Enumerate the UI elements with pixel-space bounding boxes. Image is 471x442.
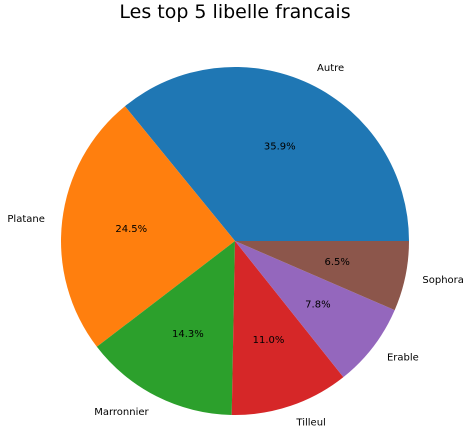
slice-pct-tilleul: 11.0% (253, 335, 285, 346)
chart-title: Les top 5 libelle francais (119, 1, 350, 23)
slice-pct-autre: 35.9% (264, 142, 296, 153)
pie-slice-tilleul (231, 241, 344, 416)
slice-label-marronnier: Marronnier (94, 407, 149, 418)
pie-slices (61, 67, 410, 416)
slice-label-platane: Platane (7, 214, 44, 225)
slice-pct-erable: 7.8% (305, 299, 330, 310)
slice-pct-platane: 24.5% (115, 224, 147, 235)
slice-label-erable: Erable (387, 352, 419, 363)
pie-slice-autre (124, 67, 410, 241)
slice-pct-sophora: 6.5% (325, 257, 350, 268)
pie-labels: Autre 35.9% Platane 24.5% Marronnier 14.3% Til… (7, 63, 464, 428)
slice-pct-marronnier: 14.3% (172, 329, 204, 340)
pie-slice-platane (61, 106, 235, 347)
slice-label-sophora: Sophora (422, 275, 464, 286)
slice-label-autre: Autre (317, 63, 344, 74)
pie-slice-marronnier (96, 241, 235, 415)
pie-slice-sophora (235, 241, 409, 311)
pie-slice-erable (235, 241, 395, 378)
slice-label-tilleul: Tilleul (295, 417, 325, 428)
